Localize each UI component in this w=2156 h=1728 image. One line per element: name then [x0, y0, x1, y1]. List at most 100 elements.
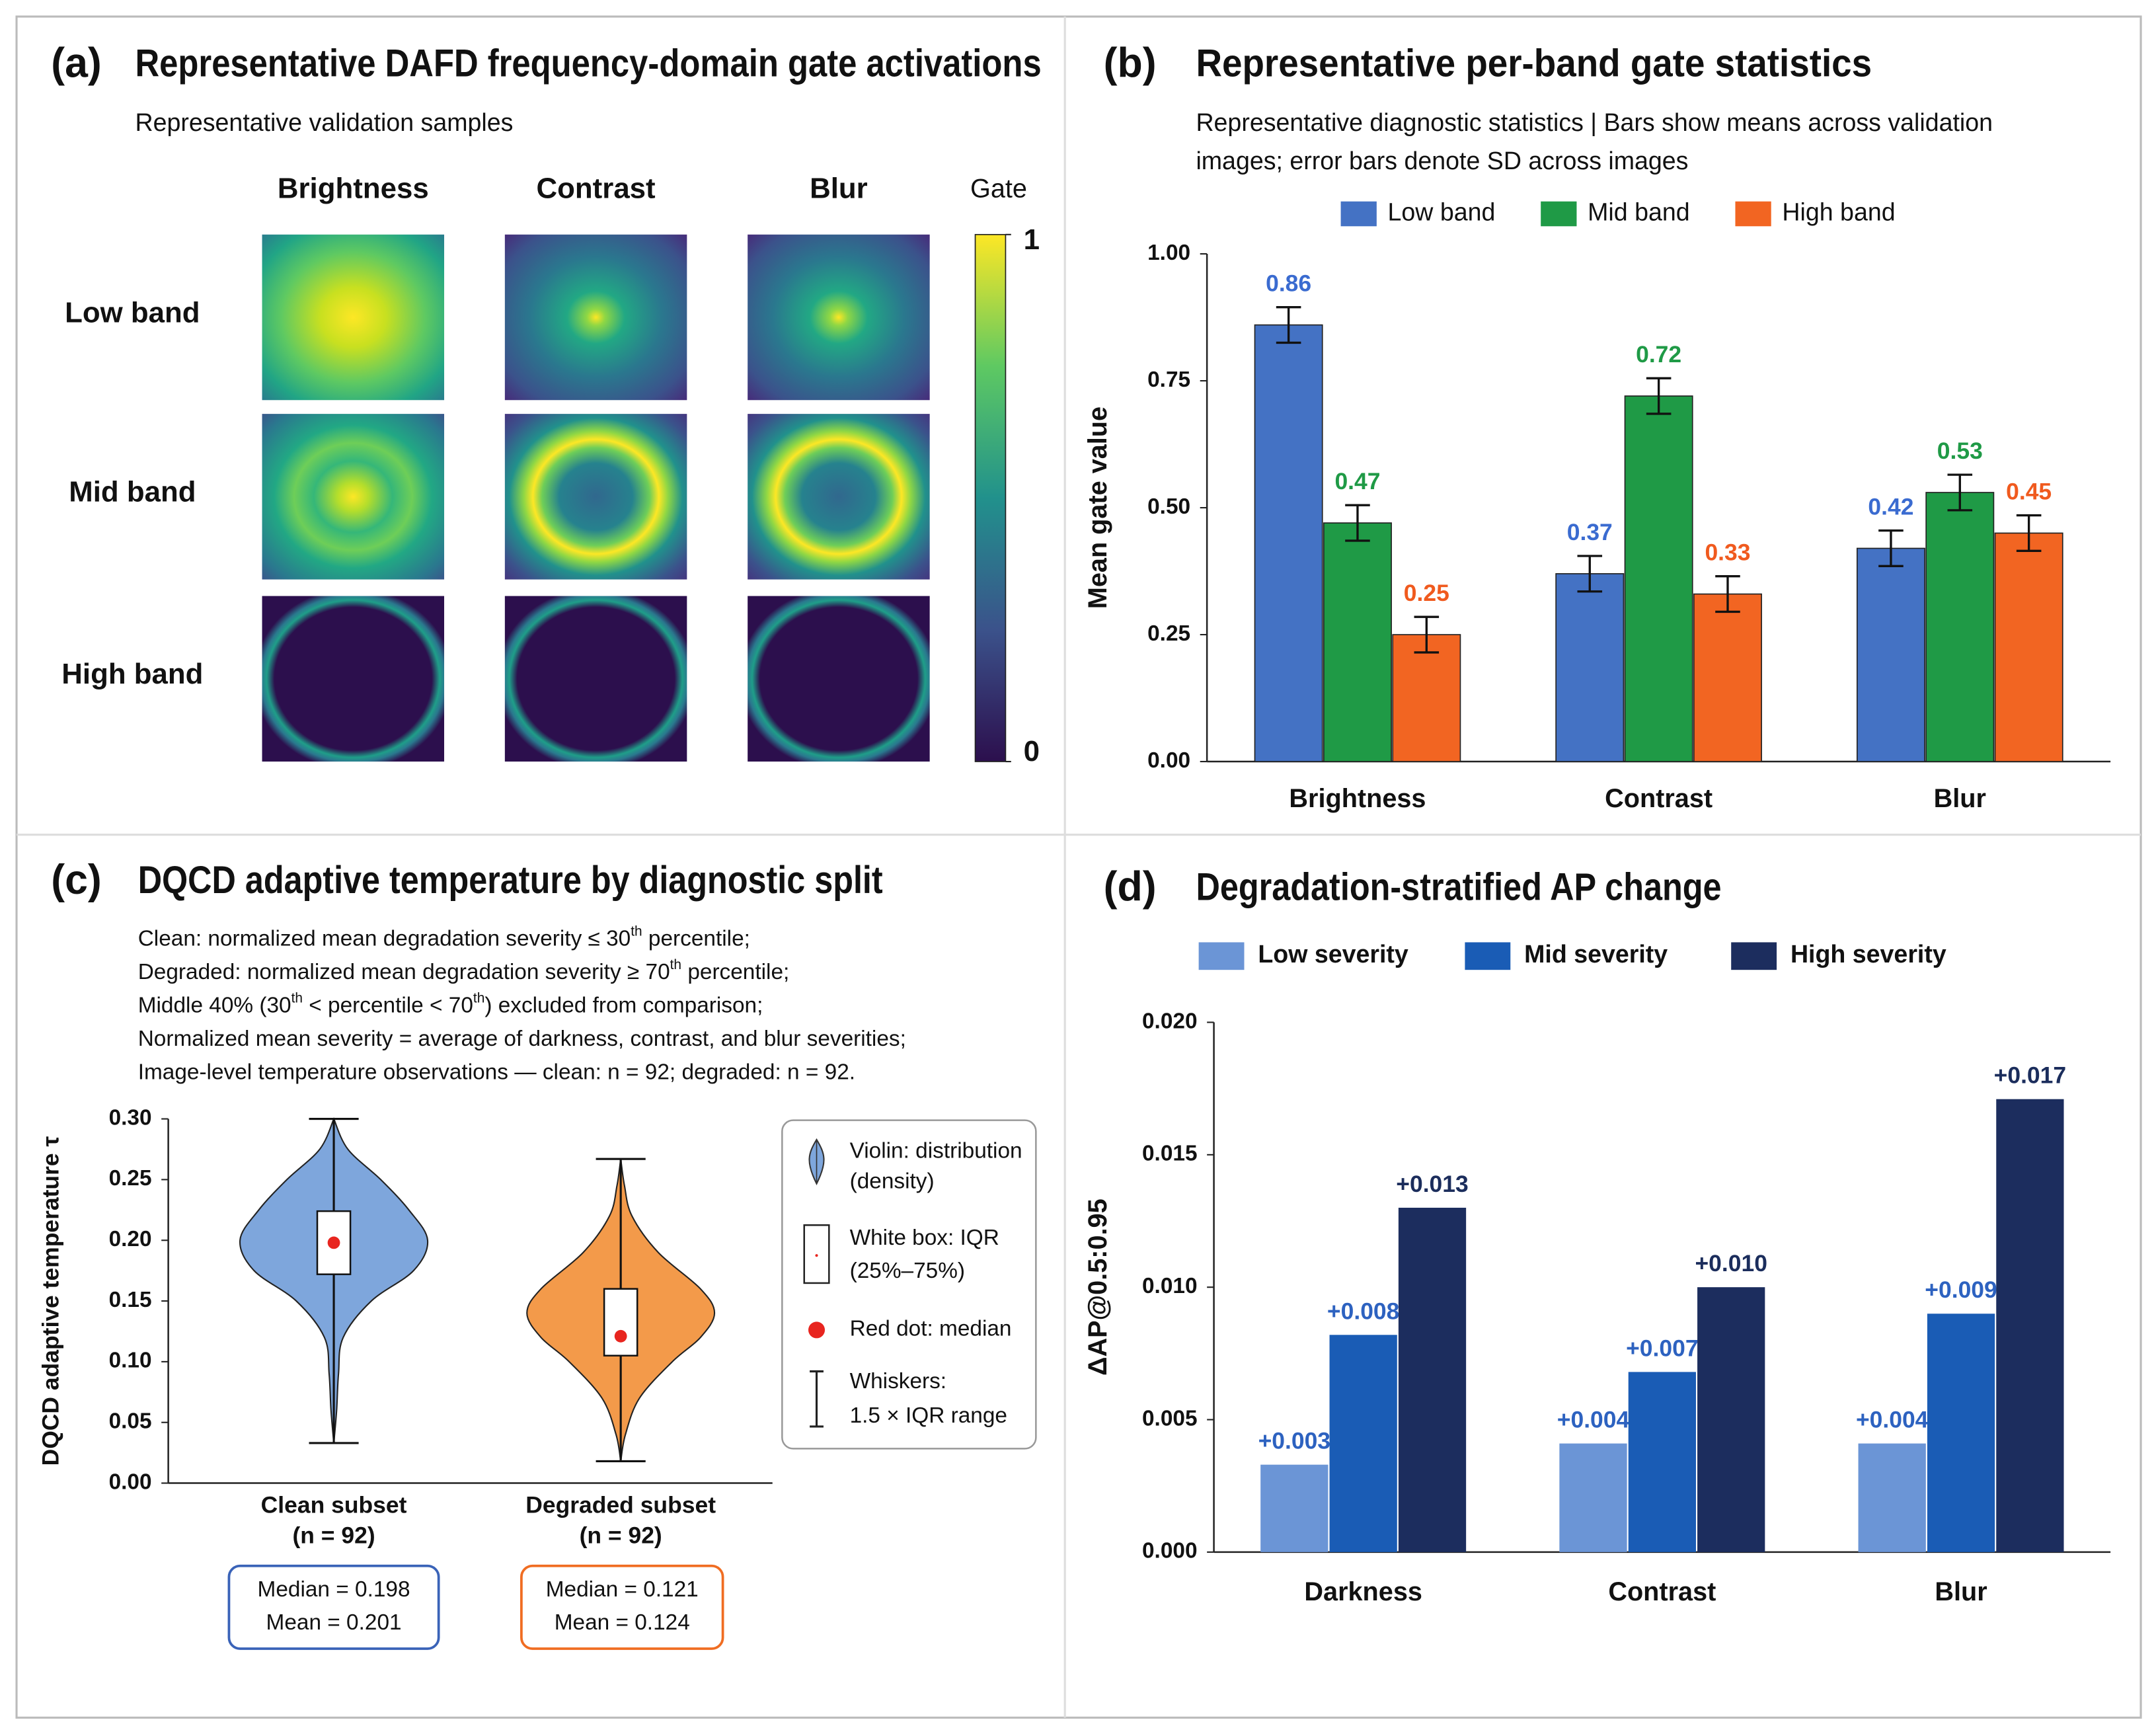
- error-bar: [1947, 473, 1973, 512]
- legend-swatch: [1465, 942, 1511, 970]
- y-tick-label: 0.10: [109, 1349, 152, 1373]
- x-tick-label: Degraded subset: [525, 1491, 716, 1518]
- value-label: +0.004: [1557, 1407, 1630, 1433]
- error-bar: [1414, 615, 1440, 654]
- panel-title: Degradation-stratified AP change: [1196, 866, 1721, 909]
- y-tick-label: 0.50: [1147, 494, 1190, 519]
- bar: [1559, 1443, 1627, 1552]
- panel-label: (a): [51, 40, 102, 87]
- panel-subtitle: Representative diagnostic statistics | B…: [1196, 108, 1993, 136]
- value-label: +0.013: [1396, 1171, 1468, 1197]
- column-header: Brightness: [278, 173, 429, 205]
- y-tick-label: 0.25: [1147, 621, 1190, 646]
- error-bar: [2016, 514, 2042, 552]
- note: Degraded: normalized mean degradation se…: [138, 957, 790, 984]
- x-tick-label: Contrast: [1608, 1577, 1716, 1606]
- panel-subtitle: Representative validation samples: [135, 108, 514, 136]
- y-tick-label: 0.15: [109, 1288, 152, 1312]
- y-tick-label: 0.25: [109, 1166, 152, 1191]
- stat-box: [520, 1564, 724, 1650]
- legend-swatch: [1735, 201, 1771, 227]
- panel-title: Representative DAFD frequency-domain gat…: [135, 42, 1042, 85]
- note-text: Clean: normalized mean degradation sever…: [138, 926, 631, 951]
- column-header: Contrast: [537, 173, 656, 205]
- bar: [1858, 1443, 1926, 1552]
- value-label: +0.008: [1327, 1298, 1399, 1324]
- y-tick-label: 0.015: [1142, 1142, 1198, 1166]
- bar: [1624, 395, 1693, 762]
- iqr-box: [603, 1288, 638, 1356]
- bar: [1856, 547, 1925, 762]
- x-tick-label: Blur: [1935, 1577, 1987, 1606]
- panel-label: (d): [1104, 864, 1157, 910]
- legend-label: 1.5 × IQR range: [850, 1403, 1007, 1428]
- bar: [1927, 1314, 1995, 1552]
- value-label: 0.37: [1567, 519, 1613, 545]
- violin-legend: [781, 1119, 1037, 1450]
- value-label: 0.42: [1868, 494, 1913, 520]
- value-label: 0.86: [1266, 270, 1311, 297]
- y-tick-label: 0.75: [1147, 368, 1190, 392]
- y-tick-label: 0.30: [109, 1105, 152, 1130]
- panel-title: DQCD adaptive temperature by diagnostic …: [138, 859, 883, 902]
- row-label: Low band: [65, 296, 200, 329]
- bar: [1996, 1099, 2064, 1552]
- legend-swatch: [1198, 942, 1245, 970]
- frame: [15, 15, 2142, 1719]
- colorbar-tick-label: 0: [1024, 735, 1040, 767]
- x-tick-label: Contrast: [1605, 784, 1713, 813]
- heatmap-cell: [504, 234, 687, 401]
- heatmap-cell: [504, 414, 687, 580]
- legend-icon: [808, 1321, 826, 1339]
- legend-swatch: [1340, 201, 1377, 227]
- legend-label: Red dot: median: [850, 1317, 1012, 1341]
- heatmap-cell: [262, 414, 445, 580]
- value-label: 0.33: [1705, 539, 1750, 566]
- legend-label: Violin: distribution: [850, 1138, 1022, 1163]
- heatmap-cell: [504, 596, 687, 762]
- x-tick-label: Blur: [1934, 784, 1986, 813]
- stat-label: Mean = 0.201: [266, 1610, 402, 1635]
- stat-box: [227, 1564, 440, 1650]
- note-text: Image-level temperature observations — c…: [138, 1060, 855, 1084]
- bar: [1254, 324, 1323, 762]
- stat-label: Median = 0.198: [258, 1577, 410, 1602]
- bar: [1697, 1287, 1765, 1552]
- heatmap-cell: [262, 234, 445, 401]
- value-label: +0.004: [1856, 1407, 1929, 1433]
- y-tick-label: 0.00: [1147, 748, 1190, 773]
- legend-label: (density): [850, 1169, 935, 1193]
- panel-title: Representative per-band gate statistics: [1196, 42, 1872, 85]
- legend-icon: [810, 1370, 824, 1428]
- error-bar: [1345, 504, 1370, 542]
- legend-swatch: [1541, 201, 1577, 227]
- note-text: Degraded: normalized mean degradation se…: [138, 960, 670, 984]
- y-tick-label: 0.010: [1142, 1274, 1198, 1298]
- note-superscript: th: [291, 990, 303, 1005]
- y-axis-label: ΔAP@0.5:0.95: [1083, 1198, 1112, 1376]
- stat-label: Median = 0.121: [546, 1577, 699, 1602]
- legend-label: High severity: [1790, 940, 1946, 968]
- bar: [1555, 573, 1625, 762]
- legend-label: Low severity: [1258, 940, 1408, 968]
- colorbar-label: Gate: [970, 174, 1027, 203]
- note-superscript: th: [631, 923, 642, 939]
- note-text: < percentile < 70: [303, 993, 473, 1017]
- value-label: +0.017: [1994, 1062, 2066, 1089]
- panel-label: (c): [51, 857, 102, 903]
- error-bar: [1276, 305, 1301, 344]
- bar: [1398, 1207, 1467, 1552]
- heatmap-cell: [748, 414, 930, 580]
- note: Middle 40% (30th < percentile < 70th) ex…: [138, 990, 763, 1017]
- value-label: 0.72: [1636, 341, 1681, 368]
- colorbar: [974, 233, 1007, 762]
- y-tick-label: 0.20: [109, 1227, 152, 1251]
- error-bar: [1715, 575, 1740, 613]
- heatmap-cell: [262, 596, 445, 762]
- note-text: percentile;: [681, 960, 789, 984]
- value-label: 0.45: [2006, 479, 2052, 505]
- x-tick-label: Brightness: [1289, 784, 1426, 813]
- note-text: percentile;: [642, 926, 750, 951]
- legend-label: Mid severity: [1524, 940, 1668, 968]
